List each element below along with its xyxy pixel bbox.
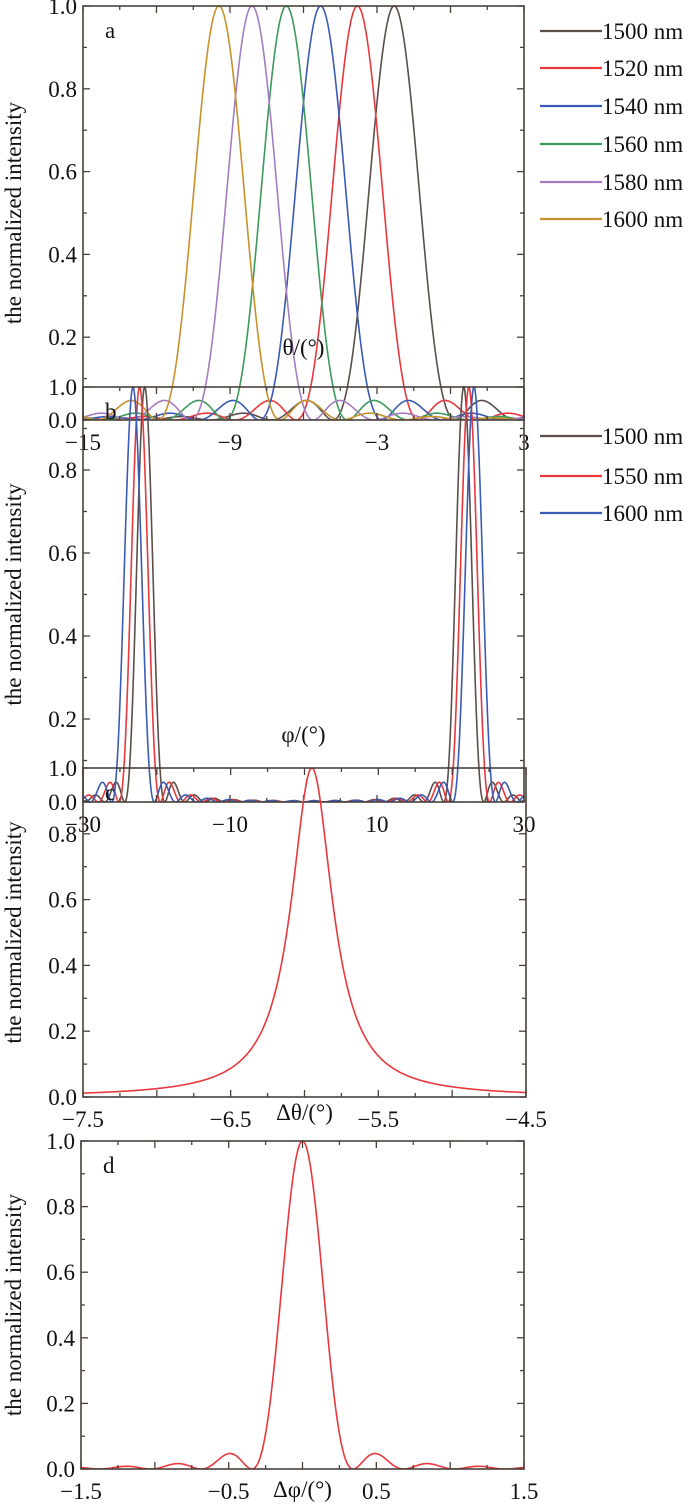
y-tick-label: 1.0 bbox=[48, 0, 77, 19]
y-tick-label: 0.8 bbox=[48, 77, 77, 102]
series-line-intensity bbox=[83, 767, 526, 1094]
x-tick-label: −3 bbox=[365, 430, 389, 455]
y-tick-label: 0.2 bbox=[48, 707, 77, 732]
y-tick-label: 0.6 bbox=[48, 888, 77, 913]
panel-label: c bbox=[105, 780, 115, 805]
panel-c: 0.0 0.2 0.4 0.6 0.8 1.0 −7.5 −6.5 −5.5 −4.5 Δθ/(°)… bbox=[1, 756, 547, 1132]
legend-label: 1520 nm bbox=[602, 56, 683, 81]
x-axis-title: Δφ/(°) bbox=[273, 1477, 332, 1502]
panel-label: a bbox=[105, 18, 115, 43]
series-line-intensity bbox=[81, 1140, 524, 1469]
y-axis-title: the normalized intensity bbox=[1, 483, 26, 706]
x-axis-title: Δθ/(°) bbox=[276, 1100, 333, 1125]
y-tick-label: 0.4 bbox=[46, 1326, 75, 1351]
x-tick-label: −1.5 bbox=[60, 1479, 102, 1504]
y-tick-label: 0.4 bbox=[48, 624, 77, 649]
legend-label: 1600 nm bbox=[602, 207, 683, 232]
legend-label: 1550 nm bbox=[602, 464, 683, 489]
x-tick-label: 1.5 bbox=[510, 1479, 539, 1504]
y-tick-label: 0.6 bbox=[46, 1260, 75, 1285]
y-tick-label: 0.6 bbox=[48, 541, 77, 566]
y-tick-label: 0.0 bbox=[46, 1457, 75, 1482]
plot-frame bbox=[80, 1140, 525, 1470]
x-tick-label: 0.5 bbox=[362, 1479, 391, 1504]
x-tick-label: −5.5 bbox=[357, 1107, 399, 1132]
y-tick-label: 0.4 bbox=[48, 242, 77, 267]
x-tick-label: −4.5 bbox=[505, 1107, 547, 1132]
y-tick-label: 0.2 bbox=[48, 1019, 77, 1044]
legend-label: 1560 nm bbox=[602, 132, 683, 157]
y-axis-title: the normalized intensity bbox=[1, 1193, 26, 1416]
legend-label: 1500 nm bbox=[602, 19, 683, 44]
x-tick-label: 10 bbox=[366, 812, 389, 837]
x-tick-label: −10 bbox=[212, 812, 248, 837]
x-tick-label: −7.5 bbox=[62, 1107, 104, 1132]
y-tick-label: 0.2 bbox=[48, 325, 77, 350]
y-tick-label: 0.8 bbox=[46, 1195, 75, 1220]
y-tick-label: 1.0 bbox=[48, 756, 77, 781]
x-tick-label: −0.5 bbox=[208, 1479, 250, 1504]
panel-a: 0.00.20.40.60.81.0−15 −9 −3 3θ/(°)the norma… bbox=[1, 0, 683, 455]
y-axis-title: the normalized intensity bbox=[1, 101, 26, 324]
y-tick-label: 0.4 bbox=[48, 953, 77, 978]
y-tick-label: 0.0 bbox=[48, 790, 77, 815]
legend: 1500 nm 1550 nm 1600 nm bbox=[540, 424, 683, 526]
y-tick-label: 0.0 bbox=[48, 408, 77, 433]
x-tick-label: −6.5 bbox=[210, 1107, 252, 1132]
panel-d: 0.0 0.2 0.4 0.6 0.8 1.0 −1.5 −0.5 0.5 1.5 Δφ/(°) th… bbox=[1, 1129, 538, 1504]
x-axis-title: φ/(°) bbox=[281, 722, 325, 747]
panel-b: 0.00.20.40.60.81.0−30 −10 10 30φ/(°)the nor… bbox=[1, 375, 683, 837]
y-axis-title: the normalized intensity bbox=[1, 821, 26, 1044]
y-tick-label: 0.0 bbox=[48, 1085, 77, 1110]
y-tick-label: 0.8 bbox=[48, 822, 77, 847]
y-tick-label: 0.8 bbox=[48, 458, 77, 483]
legend-label: 1600 nm bbox=[602, 501, 683, 526]
y-tick-label: 0.6 bbox=[48, 160, 77, 185]
legend-label: 1540 nm bbox=[602, 94, 683, 119]
panel-label: b bbox=[105, 399, 117, 424]
x-tick-label: 30 bbox=[513, 812, 536, 837]
panel-label: d bbox=[103, 1153, 115, 1178]
legend-label: 1580 nm bbox=[602, 170, 683, 195]
x-axis-title: θ/(°) bbox=[283, 335, 325, 360]
y-tick-label: 1.0 bbox=[46, 1129, 75, 1154]
plot-frame bbox=[82, 767, 527, 1098]
legend-label: 1500 nm bbox=[602, 424, 683, 449]
x-tick-label: −9 bbox=[218, 430, 242, 455]
y-tick-label: 1.0 bbox=[48, 375, 77, 400]
legend: 1500 nm 1520 nm 1540 nm 1560 nm 1580 nm 1600 … bbox=[540, 19, 683, 232]
y-tick-label: 0.2 bbox=[46, 1391, 75, 1416]
